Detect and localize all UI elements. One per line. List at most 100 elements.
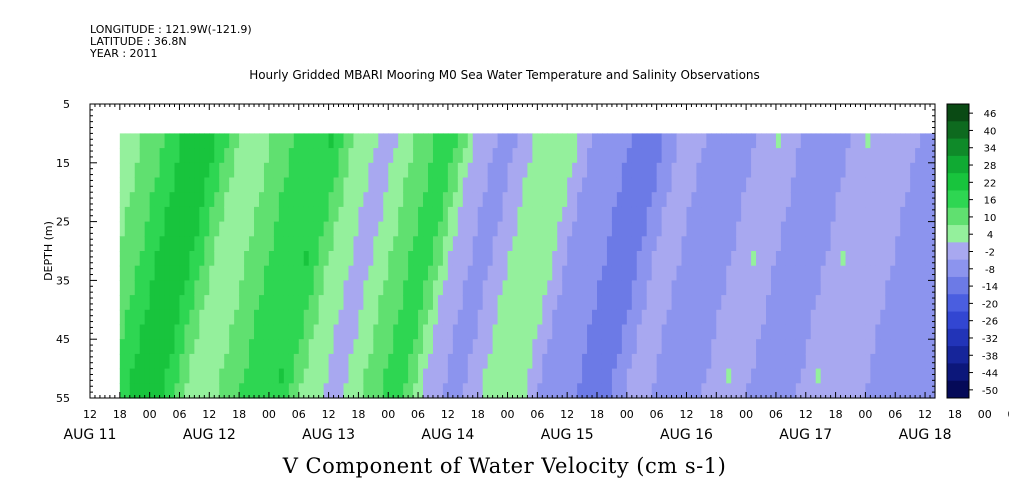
heatmap-cell bbox=[263, 162, 270, 179]
heatmap-cell bbox=[532, 133, 538, 149]
heatmap-cell bbox=[517, 265, 524, 281]
heatmap-cell bbox=[601, 192, 608, 208]
heatmap-cell bbox=[656, 236, 663, 252]
heatmap-cell bbox=[547, 148, 553, 164]
heatmap-cell bbox=[418, 236, 424, 252]
heatmap-cell bbox=[895, 353, 901, 370]
heatmap-cell bbox=[641, 251, 648, 267]
heatmap-cell bbox=[333, 309, 340, 326]
heatmap-cell bbox=[900, 280, 906, 296]
heatmap-cell bbox=[766, 148, 772, 164]
heatmap-cell bbox=[413, 309, 419, 326]
heatmap-cell bbox=[820, 324, 827, 340]
heatmap-cell bbox=[403, 280, 409, 296]
heatmap-cell bbox=[273, 280, 280, 296]
heatmap-cell bbox=[323, 309, 330, 326]
heatmap-cell bbox=[492, 383, 499, 399]
heatmap-cell bbox=[805, 133, 812, 149]
heatmap-cell bbox=[785, 309, 792, 326]
heatmap-cell bbox=[348, 265, 355, 281]
heatmap-cell bbox=[393, 192, 399, 208]
heatmap-cell bbox=[507, 265, 514, 281]
heatmap-cell bbox=[403, 236, 409, 252]
heatmap-cell bbox=[855, 368, 862, 384]
heatmap-cell bbox=[666, 133, 673, 149]
heatmap-cell bbox=[273, 383, 280, 399]
heatmap-cell bbox=[452, 251, 459, 267]
x-tick-labels: 12 18 00 06 12 18 00 06 12 18 00 06 12 18 00 06 12 18 00 06… bbox=[83, 408, 1009, 421]
heatmap-cell bbox=[129, 162, 136, 179]
heatmap-cell bbox=[502, 295, 509, 311]
heatmap-cell bbox=[383, 383, 389, 399]
heatmap-cell bbox=[631, 177, 638, 193]
heatmap-cell bbox=[810, 148, 817, 164]
heatmap-cell bbox=[726, 368, 732, 384]
heatmap-cell bbox=[502, 265, 509, 281]
heatmap-cell bbox=[686, 309, 693, 326]
heatmap-cell bbox=[875, 368, 881, 384]
heatmap-cell bbox=[154, 383, 161, 399]
heatmap-cell bbox=[318, 309, 325, 326]
heatmap-cell bbox=[601, 148, 608, 164]
heatmap-cell bbox=[855, 133, 862, 149]
heatmap-cell bbox=[835, 177, 842, 193]
heatmap-cell bbox=[522, 280, 529, 296]
heatmap-cell bbox=[383, 162, 389, 179]
heatmap-cell bbox=[770, 368, 777, 384]
heatmap-cell bbox=[731, 221, 737, 237]
heatmap-cell bbox=[557, 221, 563, 237]
heatmap-cell bbox=[601, 353, 608, 370]
heatmap-cell bbox=[452, 383, 459, 399]
heatmap-cell bbox=[870, 280, 876, 296]
heatmap-cell bbox=[800, 383, 807, 399]
heatmap-cell bbox=[303, 383, 310, 399]
heatmap-cell bbox=[681, 339, 688, 355]
heatmap-cell bbox=[522, 177, 529, 193]
heatmap-cell bbox=[905, 265, 911, 281]
heatmap-cell bbox=[880, 148, 886, 164]
heatmap-cell bbox=[383, 148, 389, 164]
heatmap-cell bbox=[388, 148, 394, 164]
heatmap-cell bbox=[209, 383, 215, 399]
heatmap-cell bbox=[606, 221, 613, 237]
heatmap-cell bbox=[930, 206, 936, 223]
heatmap-cell bbox=[333, 383, 340, 399]
heatmap-cell bbox=[850, 206, 857, 223]
heatmap-cell bbox=[154, 295, 161, 311]
heatmap-cell bbox=[214, 353, 220, 370]
heatmap-cell bbox=[930, 148, 936, 164]
heatmap-cell bbox=[587, 324, 593, 340]
heatmap-cell bbox=[825, 280, 832, 296]
heatmap-cell bbox=[199, 353, 205, 370]
heatmap-cell bbox=[721, 236, 727, 252]
heatmap-cell bbox=[805, 309, 812, 326]
heatmap-cell bbox=[259, 383, 265, 399]
heatmap-cell bbox=[597, 295, 603, 311]
heatmap-cell bbox=[129, 236, 136, 252]
heatmap-cell bbox=[323, 383, 330, 399]
heatmap-cell bbox=[761, 177, 767, 193]
heatmap-cell bbox=[313, 309, 320, 326]
heatmap-cell bbox=[214, 251, 220, 267]
heatmap-cell bbox=[497, 265, 504, 281]
heatmap-cell bbox=[268, 383, 275, 399]
heatmap-cell bbox=[214, 309, 220, 326]
heatmap-cell bbox=[522, 324, 529, 340]
heatmap-cell bbox=[239, 295, 245, 311]
heatmap-cell bbox=[666, 177, 673, 193]
heatmap-cell bbox=[825, 162, 832, 179]
heatmap-cell bbox=[239, 353, 245, 370]
heatmap-cell bbox=[169, 324, 176, 340]
heatmap-cell bbox=[288, 280, 295, 296]
heatmap-cell bbox=[905, 133, 911, 149]
heatmap-cell bbox=[517, 383, 524, 399]
heatmap-cell bbox=[333, 133, 340, 149]
heatmap-cell bbox=[805, 148, 812, 164]
heatmap-cell bbox=[273, 177, 280, 193]
heatmap-cell bbox=[428, 221, 434, 237]
x-tick-label: 12 bbox=[918, 408, 932, 421]
heatmap-cell bbox=[587, 192, 593, 208]
heatmap-cell bbox=[577, 324, 583, 340]
x-tick-label: 12 bbox=[441, 408, 455, 421]
heatmap-cell bbox=[860, 133, 867, 149]
